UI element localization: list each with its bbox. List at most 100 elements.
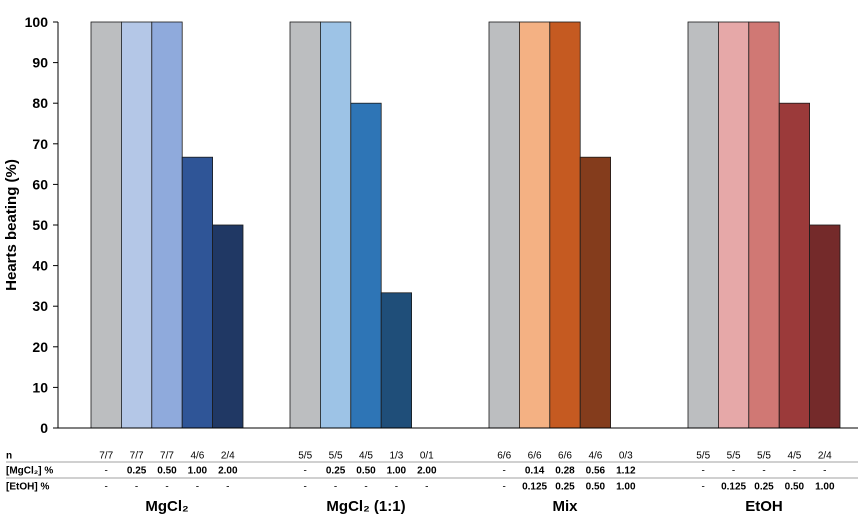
- bar-g4-3: [748, 21, 780, 429]
- cell-etoh-g1-4: -: [196, 482, 199, 493]
- group-label-2: MgCl₂ (1:1): [326, 498, 405, 515]
- y-tick-label: 50: [32, 217, 48, 233]
- cell-n-g3-5: 0/3: [619, 451, 633, 462]
- cell-mgcl2-g3-5: 1.12: [616, 466, 636, 477]
- cell-etoh-g1-1: -: [105, 482, 108, 493]
- cell-mgcl2-g2-2: 0.25: [326, 466, 346, 477]
- y-tick-label: 30: [32, 298, 48, 314]
- row-label-mgcl2: [MgCl₂] %: [6, 466, 53, 477]
- cell-etoh-g2-4: -: [395, 482, 398, 493]
- cell-mgcl2-g1-2: 0.25: [127, 466, 147, 477]
- cell-mgcl2-g1-3: 0.50: [157, 466, 177, 477]
- cell-n-g1-1: 7/7: [99, 451, 113, 462]
- cell-mgcl2-g1-1: -: [105, 466, 108, 477]
- bar-g3-2: [519, 21, 551, 429]
- y-tick-label: 0: [40, 420, 48, 436]
- bar-g3-1: [488, 21, 520, 429]
- cell-n-g1-3: 7/7: [160, 451, 174, 462]
- y-axis: 0 10 20 30 40 50 60 70 80 90 100: [25, 14, 59, 436]
- cell-etoh-g4-1: -: [702, 482, 705, 493]
- bar-g3-3: [549, 21, 581, 429]
- group-label-4: EtOH: [745, 498, 783, 515]
- cell-mgcl2-g4-1: -: [702, 466, 705, 477]
- cell-n-g2-2: 5/5: [329, 451, 343, 462]
- cell-etoh-g2-2: -: [334, 482, 337, 493]
- bars: [90, 21, 841, 429]
- cell-n-g1-4: 4/6: [190, 451, 204, 462]
- cell-etoh-g1-5: -: [226, 482, 229, 493]
- cell-etoh-g1-2: -: [135, 482, 138, 493]
- cell-n-g4-2: 5/5: [727, 451, 741, 462]
- y-tick-label: 90: [32, 55, 48, 71]
- cell-n-g1-2: 7/7: [130, 451, 144, 462]
- cell-n-g2-5: 0/1: [420, 451, 434, 462]
- cell-etoh-g3-5: 1.00: [616, 482, 636, 493]
- cell-mgcl2-g4-5: -: [823, 466, 826, 477]
- cell-etoh-g2-1: -: [304, 482, 307, 493]
- cell-mgcl2-g2-5: 2.00: [417, 466, 437, 477]
- cell-n-g3-1: 6/6: [497, 451, 511, 462]
- cell-n-g3-3: 6/6: [558, 451, 572, 462]
- cell-etoh-g4-3: 0.25: [754, 482, 774, 493]
- y-tick-label: 20: [32, 339, 48, 355]
- y-tick-label: 80: [32, 95, 48, 111]
- cell-n-g2-4: 1/3: [389, 451, 403, 462]
- bar-g2-2: [319, 21, 352, 429]
- cell-n-g4-5: 2/4: [818, 451, 832, 462]
- bar-g1-5: [212, 224, 244, 429]
- y-tick-label: 40: [32, 258, 48, 274]
- bar-g2-1: [289, 21, 321, 429]
- bar-g2-4: [380, 292, 413, 429]
- cell-etoh-g2-3: -: [364, 482, 367, 493]
- bar-g1-3: [151, 21, 183, 429]
- cell-mgcl2-g2-1: -: [304, 466, 307, 477]
- y-axis-label: Hearts beating (%): [3, 159, 20, 291]
- group-label-1: MgCl₂: [145, 498, 188, 515]
- cell-n-g2-1: 5/5: [298, 451, 312, 462]
- y-tick-label: 60: [32, 176, 48, 192]
- bar-g1-2: [121, 21, 153, 429]
- bar-g4-2: [718, 21, 750, 429]
- cell-etoh-g3-2: 0.125: [522, 482, 547, 493]
- cell-mgcl2-g4-3: -: [762, 466, 765, 477]
- cell-n-g3-2: 6/6: [528, 451, 542, 462]
- bar-g1-1: [90, 21, 122, 429]
- cell-mgcl2-g2-4: 1.00: [387, 466, 407, 477]
- y-tick-label: 10: [32, 379, 48, 395]
- cell-etoh-g4-4: 0.50: [785, 482, 805, 493]
- row-label-etoh: [EtOH] %: [6, 482, 49, 493]
- bar-g4-1: [687, 21, 719, 429]
- bar-g1-4: [181, 156, 213, 429]
- cell-etoh-g3-4: 0.50: [586, 482, 606, 493]
- cell-etoh-g4-2: 0.125: [721, 482, 746, 493]
- bar-g3-4: [579, 156, 612, 429]
- group-labels: MgCl₂ MgCl₂ (1:1) Mix EtOH: [145, 498, 782, 515]
- cell-n-g4-3: 5/5: [757, 451, 771, 462]
- cell-mgcl2-g4-2: -: [732, 466, 735, 477]
- bar-g4-5: [809, 224, 841, 429]
- bar-g4-4: [778, 102, 811, 429]
- cell-n-g3-4: 4/6: [588, 451, 602, 462]
- row-label-n: n: [6, 451, 12, 462]
- cell-n-g1-5: 2/4: [221, 451, 235, 462]
- cell-etoh-g2-5: -: [425, 482, 428, 493]
- cell-mgcl2-g1-5: 2.00: [218, 466, 238, 477]
- cell-mgcl2-g3-2: 0.14: [525, 466, 545, 477]
- cell-n-g4-4: 4/5: [787, 451, 801, 462]
- cell-etoh-g4-5: 1.00: [815, 482, 835, 493]
- cell-mgcl2-g3-1: -: [503, 466, 506, 477]
- bar-g2-3: [350, 102, 382, 429]
- condition-table: n [MgCl₂] % [EtOH] % 7/7 - - 7/7 0.25 - 7/7 0.50 - 4…: [6, 451, 858, 493]
- cell-mgcl2-g1-4: 1.00: [188, 466, 208, 477]
- group-label-3: Mix: [552, 498, 578, 515]
- cell-mgcl2-g3-3: 0.28: [555, 466, 575, 477]
- y-tick-label: 70: [32, 136, 48, 152]
- cell-etoh-g3-1: -: [503, 482, 506, 493]
- cell-etoh-g1-3: -: [165, 482, 168, 493]
- cell-n-g4-1: 5/5: [696, 451, 710, 462]
- y-tick-label: 100: [25, 14, 49, 30]
- cell-etoh-g3-3: 0.25: [555, 482, 575, 493]
- cell-mgcl2-g3-4: 0.56: [586, 466, 606, 477]
